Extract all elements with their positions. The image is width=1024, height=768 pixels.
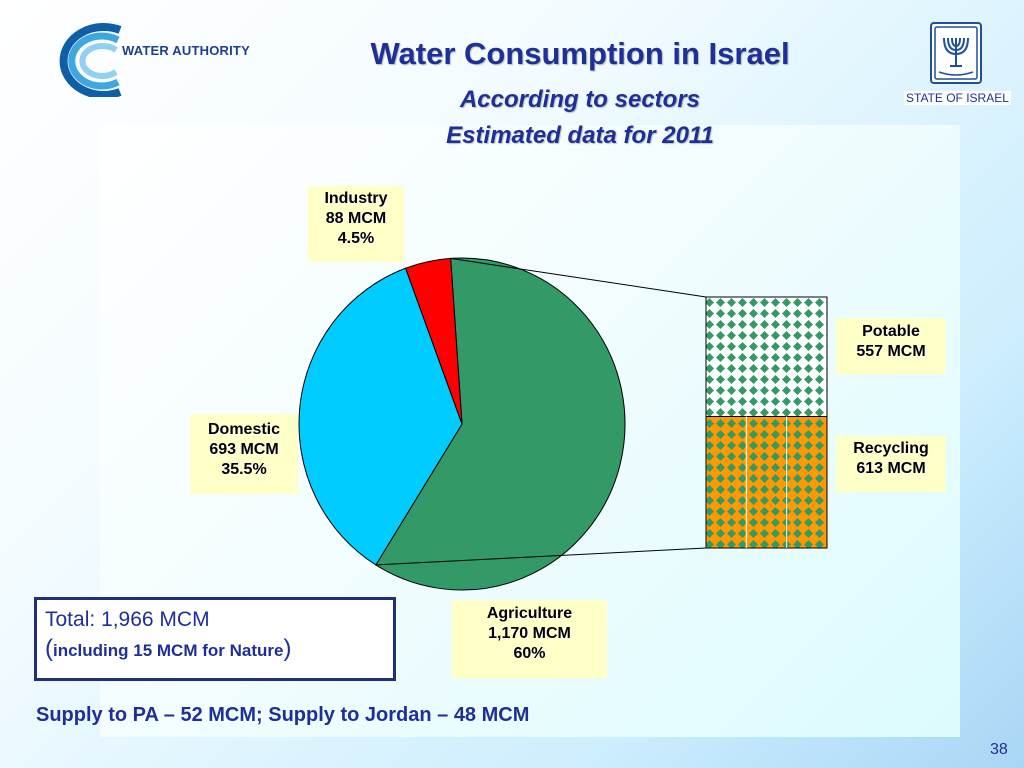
industry-name: Industry (324, 190, 388, 207)
breakdown-bar-potable (705, 296, 828, 417)
domestic-value: 693 MCM (209, 441, 279, 458)
recycling-label: Recycling 613 MCM (836, 436, 946, 492)
pie-slice-domestic (298, 267, 463, 566)
logo-text: WATER AUTHORITY (122, 43, 250, 58)
supply-note: Supply to PA – 52 MCM; Supply to Jordan … (36, 704, 530, 726)
open-paren: ( (45, 635, 53, 662)
domestic-label: Domestic 693 MCM 35.5% (190, 414, 298, 494)
pie-slice-industry (404, 257, 463, 425)
close-paren: ) (283, 635, 292, 662)
connector-line-bottom (375, 547, 707, 566)
potable-value: 557 MCM (856, 343, 926, 360)
page-number: 38 (990, 741, 1008, 758)
state-emblem-icon (930, 22, 982, 84)
connector-line-top (450, 257, 707, 298)
industry-value: 88 MCM (325, 210, 387, 227)
domestic-name: Domestic (207, 421, 281, 438)
water-authority-logo (59, 23, 122, 97)
total-box: Total: 1,966 MCM (including 15 MCM for N… (34, 597, 396, 681)
potable-name: Potable (862, 323, 920, 340)
total-value: Total: 1,966 MCM (45, 608, 210, 631)
industry-percent: 4.5% (337, 230, 375, 247)
recycling-value: 613 MCM (856, 460, 926, 477)
agriculture-value: 1,170 MCM (488, 625, 571, 642)
domestic-percent: 35.5% (221, 461, 267, 478)
potable-label: Potable 557 MCM (836, 318, 946, 374)
total-note-line: (including 15 MCM for Nature) (45, 634, 385, 666)
chart-subtitle-year: Estimated data for 2011 (446, 122, 714, 149)
agriculture-name: Agriculture (486, 605, 573, 622)
industry-label: Industry 88 MCM 4.5% (308, 186, 404, 262)
total-note: including 15 MCM for Nature (53, 641, 284, 660)
chart-subtitle-sectors: According to sectors (459, 86, 701, 113)
recycling-name: Recycling (853, 440, 929, 457)
chart-title: Water Consumption in Israel (370, 36, 790, 71)
agriculture-percent: 60% (513, 645, 546, 662)
pie-slice-agriculture (375, 257, 626, 591)
breakdown-bar-recycling (705, 415, 828, 549)
agriculture-label: Agriculture 1,170 MCM 60% (452, 600, 607, 678)
state-of-israel-label: STATE OF ISRAEL (904, 91, 1011, 105)
